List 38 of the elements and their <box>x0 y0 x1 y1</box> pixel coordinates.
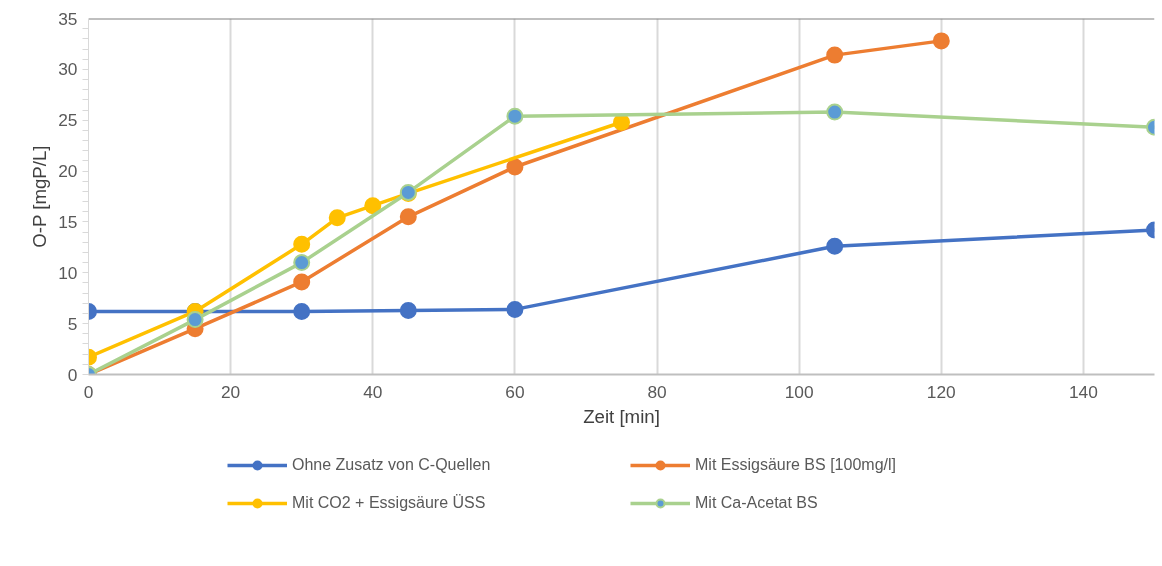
y-axis-title: O-P [mgP/L] <box>29 145 51 248</box>
y-tick-label: 10 <box>58 262 78 283</box>
point <box>932 32 950 50</box>
x-tick-label: 140 <box>1068 381 1098 402</box>
y-tick-label: 15 <box>58 211 78 232</box>
legend-label: Mit Essigsäure BS [100mg/l] <box>695 456 897 474</box>
point <box>826 103 844 121</box>
point <box>364 197 382 215</box>
x-tick-label: 0 <box>83 381 94 402</box>
y-tick-label: 20 <box>58 161 78 182</box>
x-tick-label: 60 <box>505 381 525 402</box>
point <box>293 302 311 320</box>
legend-label: Ohne Zusatz von C-Quellen <box>292 456 492 474</box>
y-tick-label: 35 <box>58 8 78 29</box>
x-tick-label: 20 <box>221 381 241 402</box>
y-tick-label: 25 <box>58 110 78 131</box>
y-tick-label: 0 <box>67 364 78 385</box>
point <box>399 301 417 319</box>
point <box>506 300 524 318</box>
y-tick-label: 5 <box>67 313 78 334</box>
point <box>328 209 346 227</box>
x-tick-label: 120 <box>926 381 956 402</box>
legend-label: Mit CO2 + Essigsäure ÜSS <box>292 494 487 512</box>
x-tick-label: 100 <box>784 381 814 402</box>
x-axis-title: Zeit [min] <box>583 405 660 427</box>
point <box>293 235 311 253</box>
point <box>826 237 844 255</box>
legend-label: Mit Ca-Acetat BS <box>695 494 819 512</box>
point <box>506 158 524 176</box>
point <box>293 254 311 272</box>
x-tick-label: 40 <box>363 381 383 402</box>
point <box>399 208 417 226</box>
point <box>506 107 524 125</box>
y-tick-label: 30 <box>58 59 78 80</box>
point <box>186 311 204 329</box>
x-tick-label: 80 <box>647 381 667 402</box>
point <box>293 273 311 291</box>
point <box>826 46 844 64</box>
